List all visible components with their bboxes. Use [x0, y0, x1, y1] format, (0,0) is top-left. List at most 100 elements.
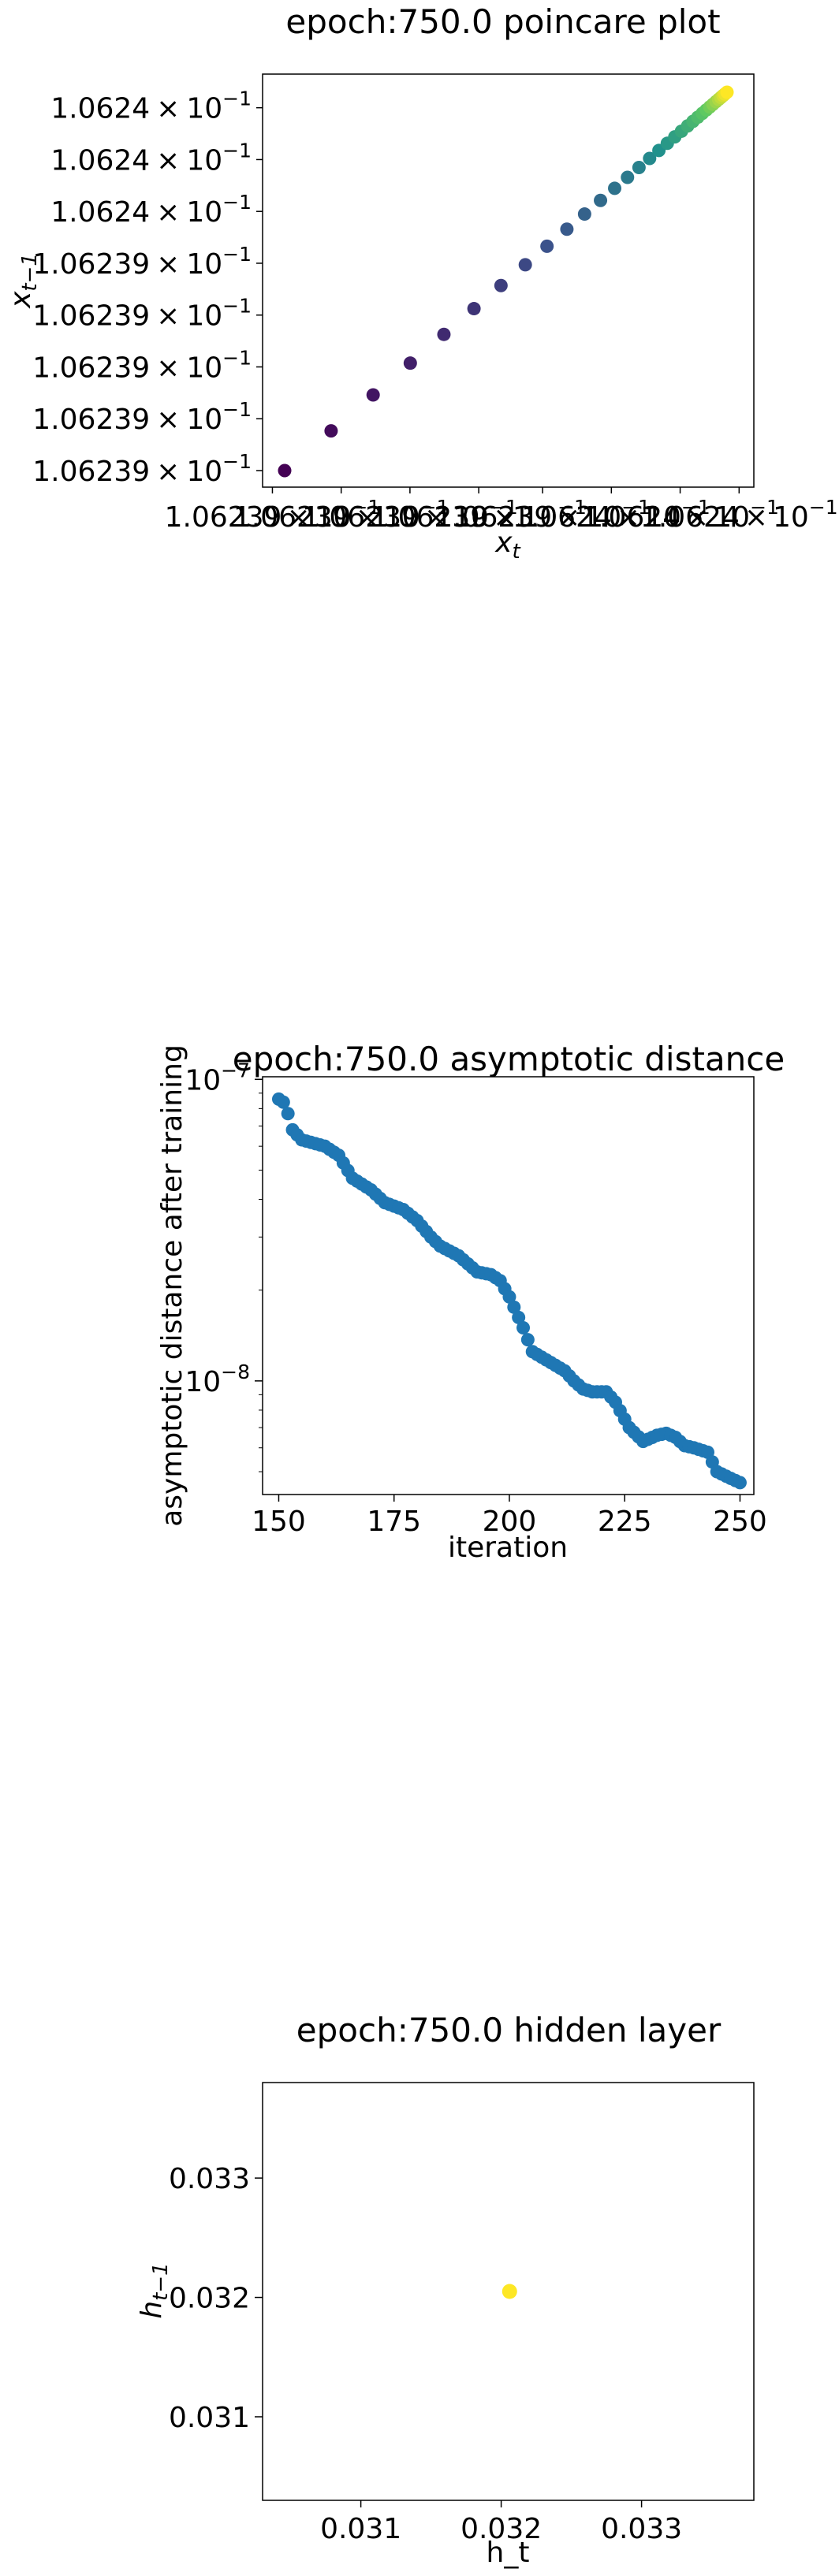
y-tick-exponent: −1: [222, 346, 252, 369]
hidden-layer-y-label-base: h: [136, 2301, 168, 2319]
poincare-point: [540, 239, 554, 253]
y-tick-times: ×: [156, 404, 180, 436]
y-tick-power: 10: [186, 352, 222, 384]
x-tick-times: ×: [557, 501, 580, 534]
y-tick-mantissa: 1.06239: [32, 404, 150, 436]
y-tick-exponent: −1: [222, 87, 252, 110]
x-tick-mantissa: 1.0624: [581, 501, 681, 534]
asymptotic-point: [733, 1476, 747, 1490]
asymptotic-x-tick-label: 150: [252, 1506, 306, 1538]
y-tick-power: 10: [186, 404, 222, 436]
y-tick-times: ×: [156, 352, 180, 384]
y-tick-exponent: −1: [222, 191, 252, 214]
asymptotic-y-ticks: 10−8 10−7: [185, 1059, 263, 1472]
poincare-y-tick-label: 1.0624 × 10−1: [50, 191, 252, 229]
y-tick-times: ×: [156, 248, 180, 281]
asymptotic-x-ticks: 150 175 200 225 250: [252, 1495, 767, 1538]
x-tick-exponent: −1: [750, 496, 779, 519]
poincare-marks: [278, 85, 734, 478]
poincare-point: [643, 151, 657, 166]
poincare-point: [403, 356, 417, 370]
y-tick-times: ×: [156, 144, 180, 177]
x-tick-exponent: −1: [681, 496, 710, 519]
x-tick-exponent: −1: [557, 496, 587, 519]
y-tick-power: 10: [186, 248, 222, 281]
x-tick-power: 10: [714, 501, 750, 534]
asymptotic-marks: [271, 1092, 747, 1490]
hidden-layer-y-label-sub: t−1: [149, 2262, 173, 2301]
x-tick-mantissa: 1.06239: [371, 501, 488, 534]
y-tick-exponent: −1: [222, 398, 252, 421]
poincare-y-tick-label: 1.0624 × 10−1: [50, 139, 252, 177]
poincare-x-label-base: x: [494, 527, 513, 559]
y-tick-exponent: −1: [222, 139, 252, 162]
poincare-point: [720, 85, 734, 99]
hidden-layer-y-tick-label: 0.032: [169, 2283, 250, 2315]
y-tick-times: ×: [156, 456, 180, 488]
poincare-point: [608, 181, 622, 195]
poincare-y-label: xt−1: [5, 253, 42, 309]
y-tick-mantissa: 1.0624: [50, 93, 150, 125]
asymptotic-y-label: asymptotic distance after training: [156, 1044, 188, 1527]
poincare-x-tick-label: 1.0624 × 10−1: [640, 496, 838, 534]
x-tick-exponent: −1: [420, 496, 449, 519]
y-tick-mantissa: 1.06239: [32, 248, 150, 281]
poincare-point: [494, 278, 508, 292]
asymptotic-x-tick-label: 250: [713, 1506, 767, 1538]
x-tick-power: 10: [315, 501, 352, 534]
y-tick-power: 10: [186, 456, 222, 488]
poincare-y-tick-label: 1.06239 × 10−1: [32, 346, 252, 384]
poincare-y-tick-label: 1.06239 × 10−1: [32, 450, 252, 488]
poincare-point: [278, 463, 292, 478]
x-tick-mantissa: 1.06239: [233, 501, 351, 534]
asymptotic-x-label: iteration: [448, 1532, 568, 1564]
hidden-layer-y-ticks: 0.031 0.032 0.033: [169, 2163, 263, 2434]
y-tick-power: 10: [186, 93, 222, 125]
poincare-point: [324, 424, 338, 438]
asymptotic-y-tick-label: 10−8: [185, 1361, 250, 1398]
asymptotic-x-tick-label: 175: [367, 1506, 421, 1538]
hidden-layer-plot-frame: [262, 2082, 755, 2501]
y-tick-mantissa: 1.06239: [32, 352, 150, 384]
x-tick-times: ×: [744, 501, 768, 534]
hidden-layer-x-tick-label: 0.031: [320, 2513, 401, 2545]
x-tick-exponent: −1: [621, 496, 651, 519]
x-tick-exponent: −1: [351, 496, 380, 519]
poincare-point: [560, 222, 574, 236]
x-tick-times: ×: [424, 501, 448, 534]
x-tick-exponent: −1: [489, 496, 518, 519]
y-tick-mantissa: 1.0624: [50, 196, 150, 229]
x-tick-times: ×: [617, 501, 640, 534]
x-tick-power: 10: [645, 501, 681, 534]
asymptotic-plot-frame: [262, 1076, 755, 1495]
hidden-layer-x-ticks: 0.031 0.032 0.033: [320, 2500, 682, 2545]
poincare-y-tick-label: 1.06239 × 10−1: [32, 398, 252, 436]
y-tick-exponent: −7: [221, 1059, 250, 1081]
poincare-y-label-sub: t−1: [18, 253, 42, 292]
poincare-title: epoch:750.0 poincare plot: [285, 2, 720, 41]
poincare-x-ticks: 1.06239 × 10−11.06239 × 10−11.06239 × 10−11.06…: [165, 487, 838, 534]
hidden-layer-y-tick-label: 0.031: [169, 2402, 250, 2434]
y-tick-power: 10: [186, 144, 222, 177]
y-tick-exponent: −8: [221, 1361, 250, 1383]
x-tick-power: 10: [521, 501, 557, 534]
y-tick-mantissa: 1.0624: [50, 144, 150, 177]
asymptotic-point: [512, 1310, 526, 1324]
asymptotic-chart: epoch:750.0 asymptotic distance 10−810−7…: [156, 1040, 785, 1564]
poincare-point: [467, 302, 481, 316]
x-tick-power: 10: [585, 501, 621, 534]
asymptotic-y-tick-label: 10−7: [185, 1059, 250, 1096]
y-tick-power: 10: [186, 300, 222, 333]
poincare-x-tick-label: 1.06239 × 10−1: [165, 496, 381, 534]
poincare-point: [621, 170, 635, 184]
poincare-y-tick-label: 1.0624 × 10−1: [50, 87, 252, 125]
poincare-point: [632, 161, 646, 175]
poincare-point: [594, 193, 608, 207]
y-tick-times: ×: [156, 93, 180, 125]
x-tick-power: 10: [773, 501, 809, 534]
poincare-x-label: xt: [494, 527, 520, 564]
x-tick-power: 10: [384, 501, 420, 534]
asymptotic-point: [516, 1320, 531, 1335]
poincare-point: [518, 258, 532, 272]
